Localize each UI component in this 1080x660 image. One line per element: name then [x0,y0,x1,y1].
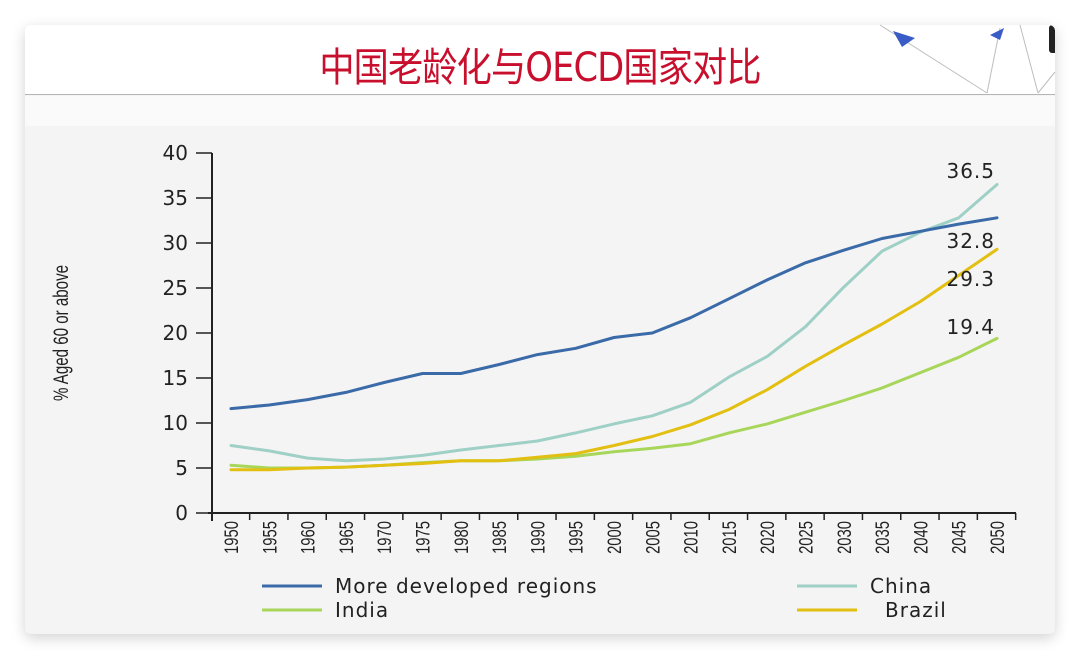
x-tick-label: 2000 [604,521,625,554]
y-tick-label: 30 [163,231,188,255]
x-tick-label: 2030 [834,521,855,554]
x-tick-label: 2035 [872,521,893,554]
window-edge-handle [1049,25,1055,53]
legend-item-more-developed-regions: More developed regions [262,574,598,598]
x-tick-label: 2050 [987,521,1008,554]
slide-header: 中国老龄化与OECD国家对比 [25,25,1055,95]
x-tick-label: 1950 [221,521,242,554]
y-tick-label: 25 [163,276,188,300]
x-tick-label: 1970 [374,521,395,554]
chart-legend: More developed regions China India Brazil [262,574,947,622]
legend-label: More developed regions [335,574,598,598]
x-tick-label: 1960 [298,521,319,554]
x-tick-label: 2020 [757,521,778,554]
arrow-icon [990,28,1004,40]
end-value-label: 19.4 [946,315,995,339]
legend-label: China [870,574,932,598]
series-line-brazil [229,247,999,472]
y-tick-label: 40 [163,141,188,165]
y-tick-label: 5 [175,456,188,480]
y-tick-label: 35 [163,186,188,210]
x-tick-label: 2005 [643,521,664,554]
legend-label: Brazil [885,598,947,622]
series-line-more-developed-regions [229,216,999,411]
end-value-label: 32.8 [946,229,995,253]
legend-item-brazil: Brazil [797,598,947,622]
series-line-india [229,336,999,470]
legend-item-china: China [797,574,932,598]
x-tick-label: 2040 [911,521,932,554]
x-tick-label: 1990 [528,521,549,554]
chart-series [229,183,999,472]
x-tick-label: 2025 [796,521,817,554]
header-band [25,96,1055,126]
x-tick-label: 1980 [451,521,472,554]
end-value-label: 29.3 [946,267,995,291]
y-tick-label: 10 [163,411,188,435]
x-tick-label: 1965 [336,521,357,554]
x-tick-label: 2045 [949,521,970,554]
legend-item-india: India [262,598,389,622]
y-tick-label: 20 [163,321,188,345]
x-tick-label: 1975 [413,521,434,554]
y-tick-label: 15 [163,366,188,390]
y-tick-label: 0 [175,501,188,525]
y-axis-label: % Aged 60 or above [48,265,72,401]
slide-card: 中国老龄化与OECD国家对比 [25,25,1055,634]
x-tick-label: 1955 [260,521,281,554]
chart-annotations: 36.5 32.8 29.3 19.4 [946,159,995,339]
arrow-icon [893,31,915,47]
series-line-china [229,183,999,463]
x-tick-label: 1995 [566,521,587,554]
end-value-label: 36.5 [946,159,995,183]
legend-label: India [335,598,389,622]
slide-title: 中国老龄化与OECD国家对比 [319,45,761,91]
x-tick-label: 2015 [719,521,740,554]
x-tick-label: 1985 [489,521,510,554]
x-tick-label: 2010 [681,521,702,554]
